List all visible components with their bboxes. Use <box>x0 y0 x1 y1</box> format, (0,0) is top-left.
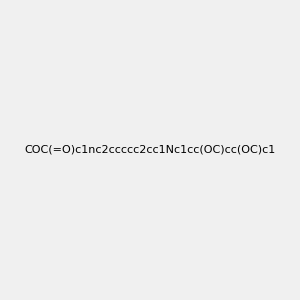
Text: COC(=O)c1nc2ccccc2cc1Nc1cc(OC)cc(OC)c1: COC(=O)c1nc2ccccc2cc1Nc1cc(OC)cc(OC)c1 <box>24 145 276 155</box>
